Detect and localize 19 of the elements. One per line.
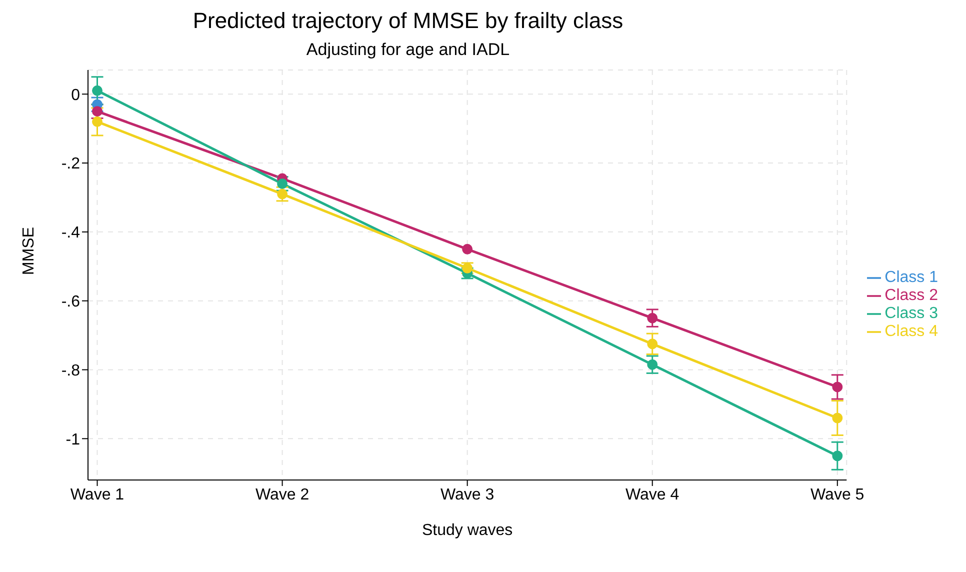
y-tick-label: -.2 (61, 156, 80, 173)
y-tick-label: 0 (71, 86, 80, 104)
y-tick-label: -.8 (61, 362, 80, 380)
y-tick-label: -1 (66, 431, 80, 448)
chart-subtitle: Adjusting for age and IADL (305, 40, 511, 60)
x-tick-label: Wave 4 (626, 486, 680, 504)
legend-label: Class 2 (884, 287, 938, 304)
legend-label: Class 1 (884, 269, 938, 286)
y-tick-label: -.4 (61, 224, 80, 242)
y-axis-title: MMSE (20, 227, 38, 275)
x-tick-label: Wave 5 (810, 486, 864, 504)
chart-title: Predicted trajectory of MMSE by frailty class (192, 8, 624, 34)
x-tick-label: Wave 2 (255, 486, 310, 504)
x-tick-label: Wave 3 (440, 486, 494, 504)
legend-label: Class 3 (884, 305, 938, 322)
x-tick-label: Wave 1 (70, 486, 124, 504)
legend-label: Class 4 (884, 323, 938, 340)
y-tick-label: -.6 (61, 294, 80, 311)
x-axis-title: Study waves (422, 522, 513, 539)
